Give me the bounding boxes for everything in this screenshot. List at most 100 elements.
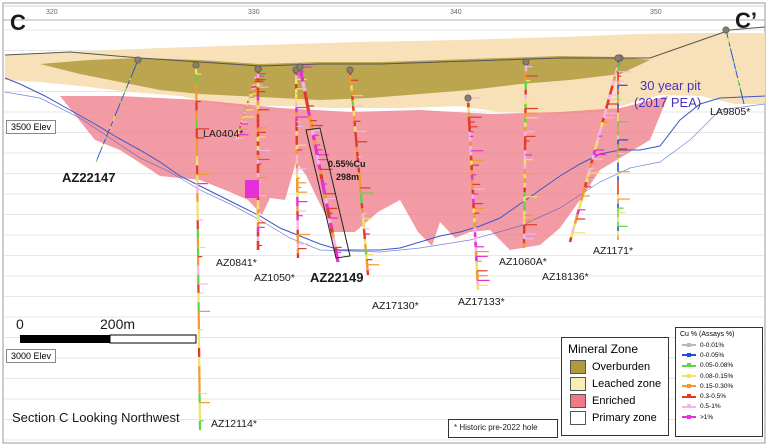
interval-length: 298m [336,172,360,182]
hole-assay-segment [242,113,246,116]
legend-swatch [682,352,696,357]
hole-assay-segment [324,198,329,204]
section-start-label: C [10,10,26,35]
hole-assay-segment [578,200,583,206]
grid-tick-label: 340 [450,9,462,16]
hole-assay-segment [576,209,581,215]
hole-assay-segment [312,139,317,146]
hole-assay-segment [577,204,582,211]
cu-legend-title: Cu % (Assays %) [680,331,735,338]
hole-assay-segment [235,137,238,141]
hole-assay-segment [317,164,322,170]
hole-assay-segment [606,99,611,105]
legend-label: Leached zone [592,377,662,390]
hole-assay-segment [316,159,321,165]
hole-assay-segment [244,109,247,112]
hole-assay-segment [126,85,128,89]
hole-assay-segment [591,154,596,160]
hole-assay-segment [322,188,327,195]
legend-swatch [682,404,696,409]
hole-label-az1050: AZ1050* [254,272,295,284]
hole-assay-segment [127,82,129,86]
pit-label: 30 year pit [640,78,701,93]
hole-assay-segment [115,110,118,114]
hole-assay-segment [304,95,309,102]
hole-assay-segment [306,105,311,112]
hole-assay-segment [243,111,246,114]
hole-assay-segment [597,131,602,137]
legend-swatch [570,410,586,425]
mineral-legend-item: Enriched [562,392,668,409]
hole-assay-segment [609,85,614,91]
hole-assay-segment [327,217,332,224]
hole-assay-segment [325,203,330,209]
hole-assay-segment [592,149,597,155]
legend-swatch [682,373,696,378]
legend-swatch [682,394,696,399]
legend-swatch [682,383,696,388]
mineral-legend-title: Mineral Zone [568,342,639,356]
hole-assay-segment [569,232,574,238]
grid-tick-label: 330 [248,9,260,16]
legend-label: 0.3-0.5% [700,393,727,401]
hole-assay-segment [111,121,114,124]
cu-legend-item: 0-0.01% [676,340,762,350]
hole-assay-segment [584,177,589,183]
hole-assay-segment [319,173,324,180]
hole-assay-segment [300,76,305,82]
hole-assay-segment [114,113,117,117]
section-view-label: Section C Looking Northwest [12,410,180,425]
cu-legend-item: 0.05-0.08% [676,361,762,371]
hole-assay-segment [299,71,304,78]
collar-marker [464,94,472,102]
hole-assay-segment [587,168,592,174]
drill-holes [95,26,745,431]
pit-outline-inner [4,91,766,253]
high-grade-block [245,180,259,198]
hole-assay-segment [301,81,306,87]
elevation-label-upper: 3500 Elev [6,120,57,134]
hole-assay-segment [594,140,599,146]
legend-label: 0-0.05% [700,351,725,359]
enriched-zone [60,96,668,250]
hole-label-az17133: AZ17133* [458,296,505,308]
hole-assay-segment [603,108,608,114]
mineral-legend-item: Primary zone [562,409,668,426]
cu-legend-item: 0-0.05% [676,350,762,360]
hole-assay-segment [613,71,618,77]
hole-assay-segment [608,89,613,96]
hole-assay-segment [109,126,112,130]
hole-assay-segment [589,158,594,165]
elevation-label-lower: 3000 Elev [6,349,57,363]
hole-assay-segment [607,94,612,100]
hole-assay-segment [106,133,108,137]
hole-label-az12114: AZ12114* [211,418,257,430]
hole-assay-segment [588,163,593,169]
collar-marker [192,61,200,69]
hole-assay-segment [314,149,319,156]
highlight-interval-box [305,127,351,259]
section-end-label: C’ [735,8,757,33]
hole-assay-segment [303,91,308,97]
hole-assay-segment [320,178,325,185]
hole-assay-segment [593,145,598,151]
hole-assay-segment [237,130,240,134]
hole-assay-segment [113,115,116,119]
hole-assay-segment [573,218,578,224]
hole-label-az18136: AZ18136* [542,271,589,283]
legend-swatch [682,363,696,368]
hole-assay-segment [241,118,244,121]
hole-assay-segment [131,72,134,76]
hole-assay-segment [331,237,336,243]
cu-legend-item: 0.08-0.15% [676,371,762,381]
hole-assay-segment [97,154,100,158]
hole-assay-segment [334,251,339,258]
hole-assay-segment [122,92,125,96]
hole-assay-segment [101,143,104,147]
scale-bar-white [109,334,197,344]
hole-assay-segment [99,149,102,152]
hole-assay-segment [107,131,110,135]
hole-assay-segment [604,103,609,109]
hole-label-la0404: LA0404* [203,128,244,140]
